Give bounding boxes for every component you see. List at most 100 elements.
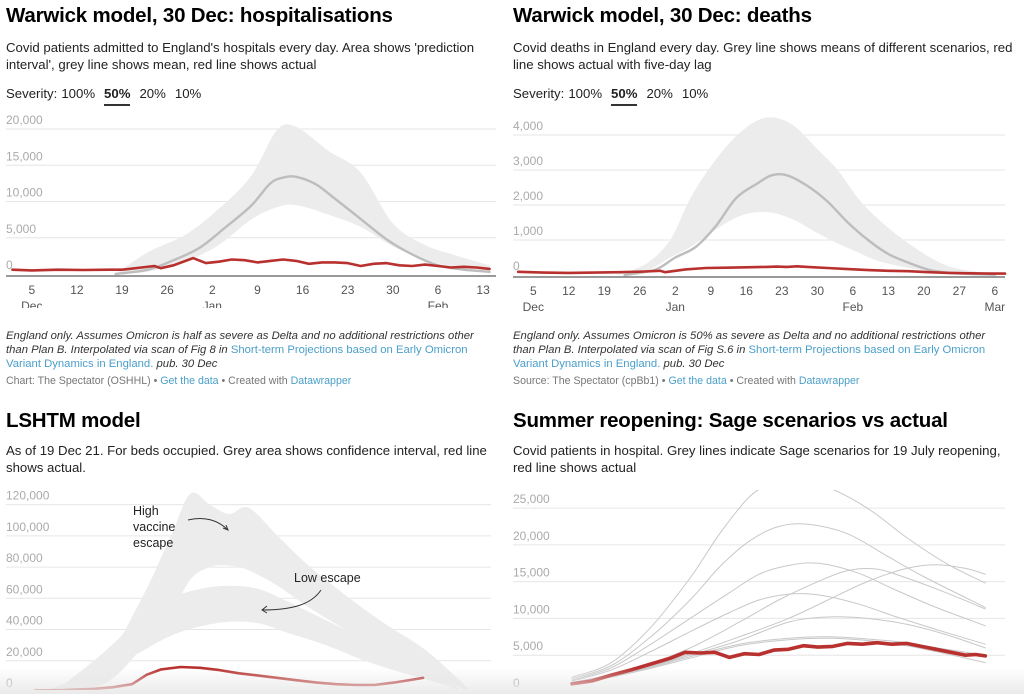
severity-option-100[interactable]: 100% (568, 86, 603, 101)
chart-title: Summer reopening: Sage scenarios vs actu… (513, 409, 948, 432)
y-tick-label: 20,000 (513, 529, 550, 543)
prediction-interval-band (614, 117, 1005, 275)
x-tick-label: 16 (296, 283, 310, 297)
annotation-arrow (187, 517, 229, 531)
x-tick-label: 23 (775, 284, 789, 298)
footer-created: Created with (228, 375, 288, 387)
y-tick-label: 0 (513, 259, 520, 273)
severity-label: Severity: (6, 86, 58, 101)
annotation-arrow (261, 589, 322, 611)
panel-lshtm: LSHTM model As of 19 Dec 21. For beds oc… (6, 405, 506, 690)
severity-option-10[interactable]: 10% (174, 86, 202, 101)
x-month-label: Jan (666, 300, 685, 314)
chart-subtitle: Covid deaths in England every day. Grey … (513, 40, 1013, 72)
notes-pub-date: pub. 30 Dec (660, 358, 725, 370)
y-tick-label: 2,000 (513, 189, 543, 203)
chart-footer: Source: The Spectator (cpBb1) • Get the … (513, 375, 860, 387)
y-tick-label: 20,000 (6, 645, 43, 659)
chart-sage: 0 5,000 10,000 15,000 20,000 25,000 (513, 490, 1005, 690)
chart-subtitle: As of 19 Dec 21. For beds occupied. Grey… (6, 443, 487, 475)
scenario-line (571, 562, 986, 681)
x-month-label: Jan (203, 299, 222, 308)
severity-selector: Severity: 100% 50% 20% 10% (6, 86, 506, 106)
x-tick-label: 6 (992, 284, 999, 298)
y-tick-label: 120,000 (6, 490, 50, 503)
notes-pub-date: pub. 30 Dec (153, 358, 218, 370)
source-paper-link[interactable]: Short-term Projections based on Early Om… (6, 344, 468, 370)
panel-hospitalisations: Warwick model, 30 Dec: hospitalisations … (6, 0, 506, 387)
y-tick-label: 0 (6, 676, 13, 690)
x-tick-label: 6 (435, 283, 442, 297)
x-tick-label: 30 (386, 283, 400, 297)
chart-footer: Chart: The Spectator (OSHHL) • Get the d… (6, 375, 352, 387)
notes-text: England only. Assumes Omicron is 50% as … (513, 330, 986, 356)
severity-option-50[interactable]: 50% (611, 86, 638, 106)
panel-deaths: Warwick model, 30 Dec: deaths Covid deat… (513, 0, 1019, 387)
get-the-data-link[interactable]: Get the data (668, 375, 727, 387)
scenario-line (571, 593, 986, 682)
panel-sage: Summer reopening: Sage scenarios vs actu… (513, 405, 1019, 690)
severity-option-20[interactable]: 20% (139, 86, 166, 101)
x-tick-label: 23 (341, 283, 355, 297)
chart-title: Warwick model, 30 Dec: hospitalisations (6, 4, 393, 27)
annotation-high-vaccine-escape: High (133, 504, 159, 518)
chart-deaths: 0 1,000 2,000 3,000 4,000 5 Dec 12 19 26 2 Jan 9 16 23… (513, 117, 1007, 314)
x-tick-label: 13 (476, 283, 490, 297)
y-tick-label: 15,000 (513, 566, 550, 580)
x-tick-label: 19 (115, 283, 129, 297)
scenario-line (571, 616, 986, 684)
datawrapper-link[interactable]: Datawrapper (290, 375, 352, 387)
x-tick-label: 5 (530, 284, 537, 298)
x-tick-label: 27 (953, 284, 967, 298)
actual-line (516, 265, 1007, 275)
prediction-interval-band (115, 124, 490, 275)
x-tick-label: 12 (70, 283, 84, 297)
x-tick-label: 6 (849, 284, 856, 298)
actual-line (570, 640, 988, 686)
y-tick-label: 20,000 (6, 113, 43, 127)
scenario-line (571, 567, 986, 683)
footer-source: Chart: The Spectator (OSHHL) (6, 375, 151, 387)
chart-lshtm: 0 20,000 40,000 60,000 80,000 100,000 120,000 H… (6, 490, 491, 690)
x-month-label: Mar (985, 300, 1006, 314)
chart-notes: England only. Assumes Omicron is 50% as … (513, 329, 1009, 371)
datawrapper-link[interactable]: Datawrapper (798, 375, 860, 387)
y-tick-label: 80,000 (6, 551, 43, 565)
arrow-head-icon (261, 605, 268, 614)
annotation-low-escape: Low escape (294, 571, 361, 585)
severity-option-10[interactable]: 10% (681, 86, 709, 101)
y-tick-label: 0 (513, 676, 520, 690)
y-tick-label: 15,000 (6, 149, 43, 163)
mean-line (623, 172, 997, 277)
x-tick-label: 2 (209, 283, 216, 297)
x-tick-label: 5 (28, 283, 35, 297)
chart-title: LSHTM model (6, 409, 141, 432)
scenario-line (571, 490, 986, 678)
actual-line (11, 256, 491, 272)
scenario-line (571, 637, 986, 686)
y-tick-label: 40,000 (6, 614, 43, 628)
y-tick-label: 1,000 (513, 224, 543, 238)
x-tick-label: 26 (161, 283, 175, 297)
y-tick-label: 4,000 (513, 119, 543, 133)
footer-created: Created with (736, 375, 796, 387)
x-tick-label: 12 (562, 284, 576, 298)
chart-subtitle: Covid patients admitted to England's hos… (6, 40, 475, 72)
mean-line (114, 175, 491, 276)
x-tick-label: 2 (672, 284, 679, 298)
scenario-line (571, 523, 986, 680)
x-month-label: Dec (523, 300, 544, 314)
x-tick-label: 16 (740, 284, 754, 298)
x-tick-label: 9 (707, 284, 714, 298)
severity-option-20[interactable]: 20% (646, 86, 673, 101)
severity-option-50[interactable]: 50% (104, 86, 131, 106)
source-paper-link[interactable]: Short-term Projections based on Early Om… (513, 344, 986, 370)
severity-option-100[interactable]: 100% (61, 86, 96, 101)
severity-selector: Severity: 100% 50% 20% 10% (513, 86, 1019, 106)
y-tick-label: 25,000 (513, 492, 550, 506)
y-tick-label: 10,000 (513, 602, 550, 616)
get-the-data-link[interactable]: Get the data (160, 375, 219, 387)
arrow-head-icon (222, 524, 229, 531)
footer-source: Source: The Spectator (cpBb1) (513, 375, 659, 387)
annotation-high-vaccine-escape: vaccine (133, 520, 175, 534)
